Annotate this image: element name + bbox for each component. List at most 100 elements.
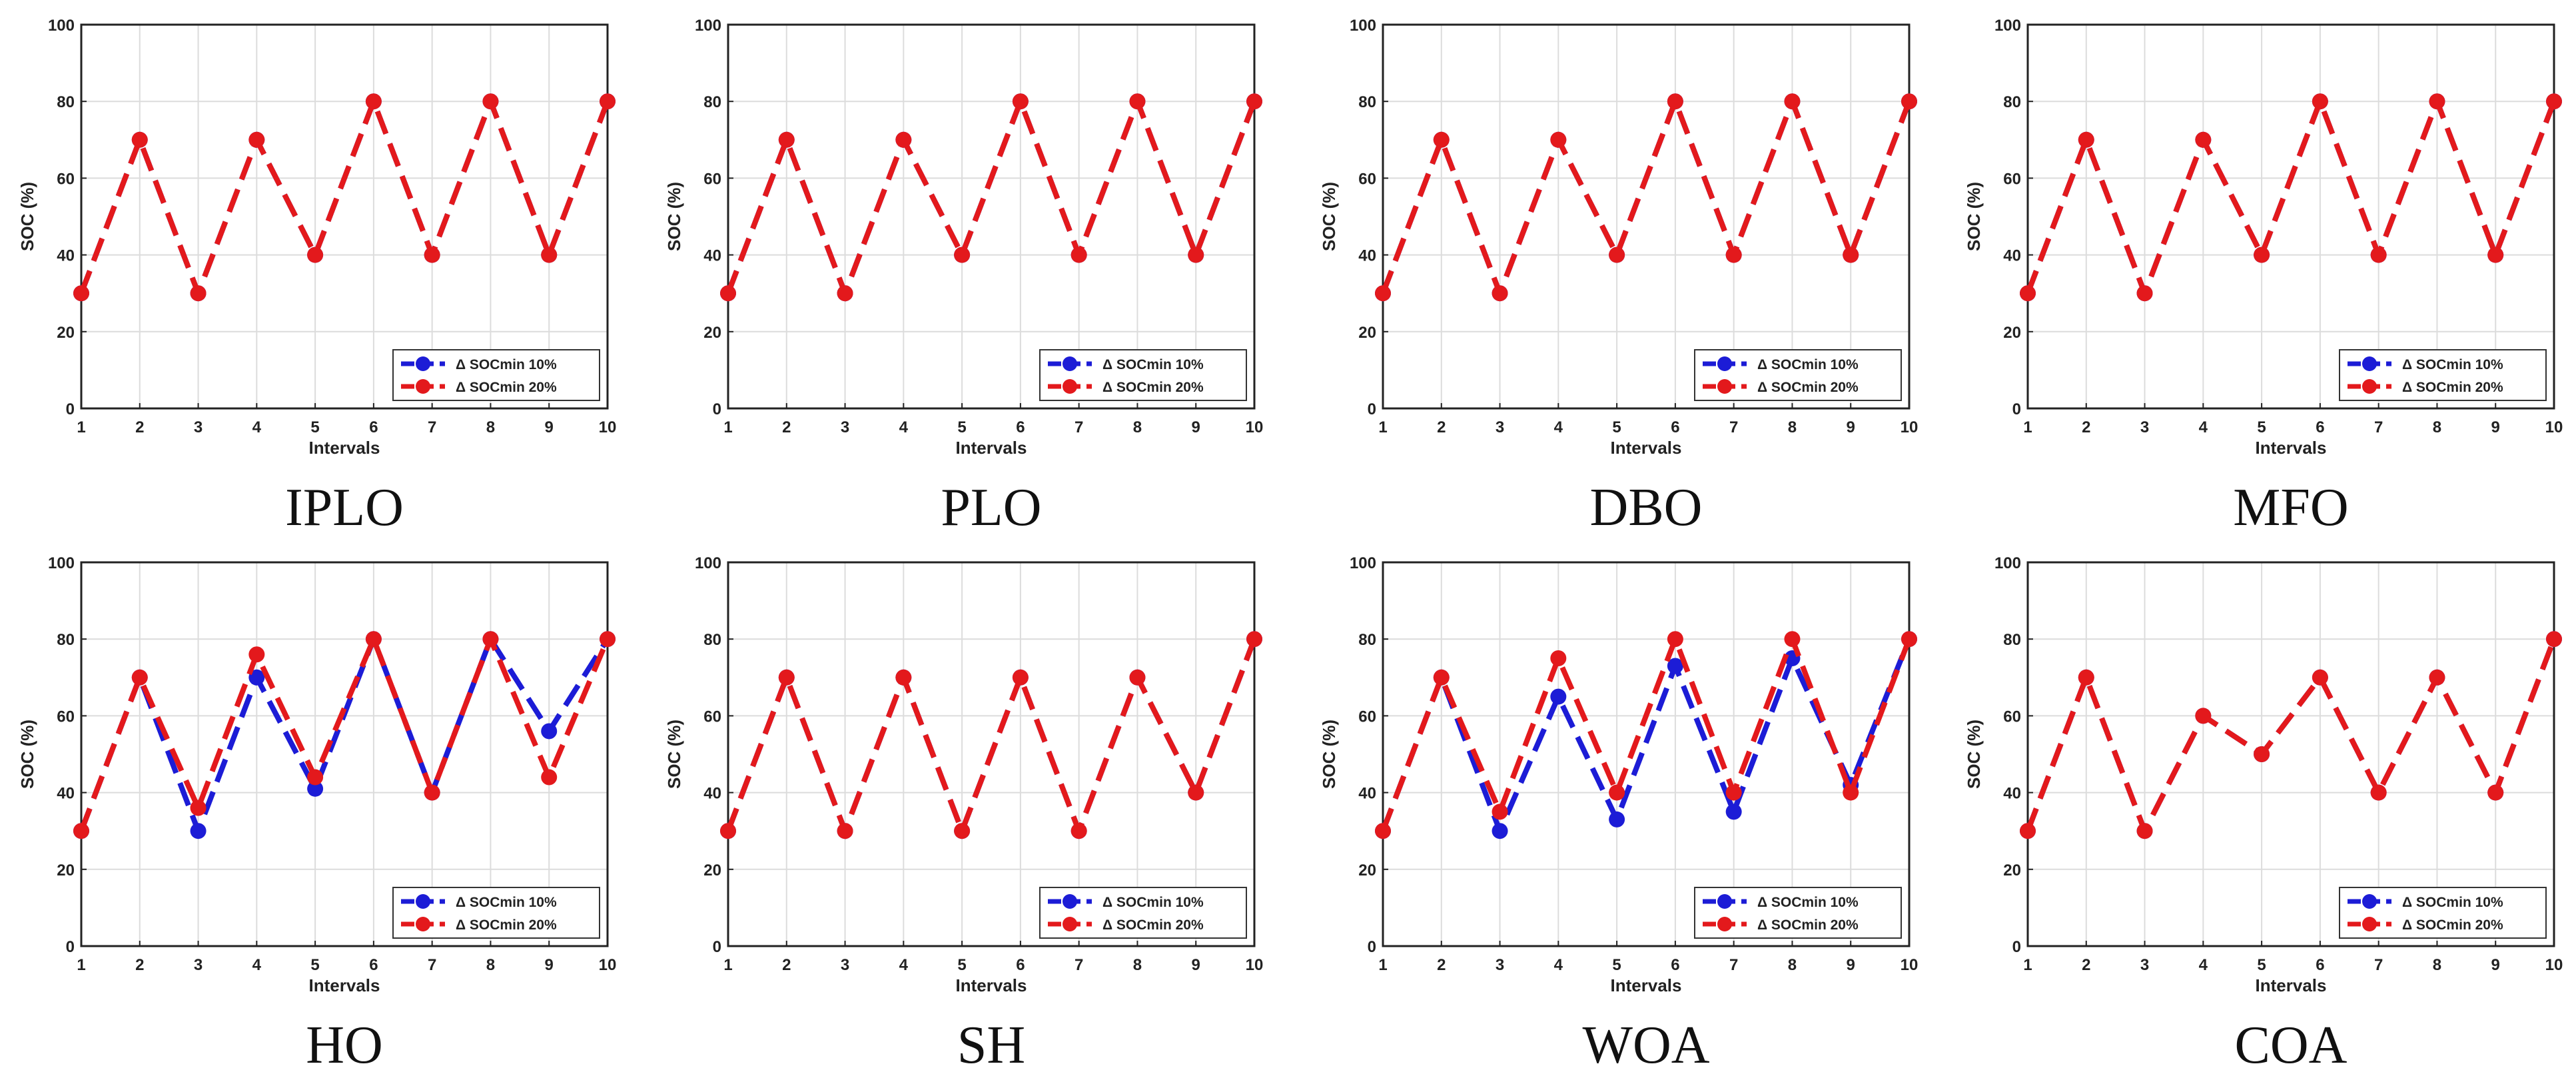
legend-swatch-marker <box>416 917 430 931</box>
series-line-2 <box>79 99 610 296</box>
x-tick-label: 2 <box>782 418 791 436</box>
data-point <box>1550 131 1567 148</box>
data-point <box>2370 784 2387 801</box>
y-tick-label: 40 <box>2003 785 2021 803</box>
legend-label: Δ SOCmin 20% <box>1102 380 1204 395</box>
legend-swatch-marker <box>1717 379 1732 394</box>
series-line-2 <box>1380 99 1912 296</box>
legend-label: Δ SOCmin 10% <box>1757 895 1859 910</box>
x-tick-label: 3 <box>2140 956 2149 974</box>
legend: Δ SOCmin 10% Δ SOCmin 20% <box>1039 887 1247 939</box>
data-point <box>2195 131 2212 148</box>
axes-box <box>80 23 609 410</box>
y-tick-label: 80 <box>703 631 721 649</box>
data-point <box>1433 131 1450 148</box>
y-tick-label: 60 <box>57 170 75 188</box>
data-point <box>1071 247 1087 263</box>
legend-swatch-marker <box>2362 356 2377 371</box>
data-point <box>424 247 440 263</box>
y-tick-label: 60 <box>703 708 721 726</box>
legend-swatch-marker <box>1063 356 1077 371</box>
series-line-2 <box>725 99 1257 296</box>
x-tick-label: 3 <box>841 956 849 974</box>
x-tick-label: 9 <box>545 956 554 974</box>
data-point <box>2487 784 2504 801</box>
panel-caption: PLO <box>941 478 1041 537</box>
data-point <box>1901 631 1917 648</box>
x-tick-label: 1 <box>1378 418 1387 436</box>
x-tick-label: 1 <box>723 418 732 436</box>
legend: Δ SOCmin 10% Δ SOCmin 20% <box>1039 349 1247 401</box>
data-point <box>482 93 499 110</box>
x-tick-label: 10 <box>599 418 617 436</box>
y-tick-label: 100 <box>695 554 721 572</box>
x-tick-label: 6 <box>369 956 378 974</box>
data-point <box>778 669 795 686</box>
y-axis-label: SOC (%) <box>17 720 37 789</box>
y-tick-label: 20 <box>1358 324 1376 342</box>
legend-label: Δ SOCmin 10% <box>2402 357 2503 372</box>
x-axis-label: Intervals <box>956 438 1027 458</box>
data-point <box>1188 784 1204 801</box>
legend: Δ SOCmin 10% Δ SOCmin 20% <box>392 887 600 939</box>
x-tick-label: 6 <box>1016 418 1025 436</box>
y-tick-label: 80 <box>703 93 721 111</box>
x-tick-label: 4 <box>2199 418 2208 436</box>
x-tick-label: 1 <box>77 956 85 974</box>
x-tick-label: 3 <box>194 956 203 974</box>
x-tick-label: 10 <box>1246 418 1264 436</box>
x-axis-label: Intervals <box>956 975 1027 995</box>
data-point <box>895 131 912 148</box>
x-tick-label: 6 <box>2316 418 2324 436</box>
y-tick-label: 20 <box>703 324 721 342</box>
panel-caption: SH <box>957 1016 1025 1075</box>
series-line-2 <box>1380 636 1912 832</box>
x-tick-label: 9 <box>1847 956 1855 974</box>
data-point <box>1843 247 1859 263</box>
data-point <box>2078 669 2094 686</box>
y-tick-label: 20 <box>57 324 75 342</box>
y-tick-label: 100 <box>1994 17 2021 35</box>
legend-label: Δ SOCmin 20% <box>456 380 557 395</box>
data-point <box>1012 93 1029 110</box>
x-tick-label: 10 <box>2545 956 2563 974</box>
axes-box <box>2026 23 2555 410</box>
x-tick-label: 8 <box>1133 418 1142 436</box>
panel-caption: WOA <box>1582 1016 1709 1075</box>
data-point <box>1609 784 1625 801</box>
x-tick-label: 3 <box>2140 418 2149 436</box>
data-point <box>837 285 853 302</box>
y-tick-label: 60 <box>2003 708 2021 726</box>
panel-caption: DBO <box>1590 478 1703 537</box>
data-point <box>1550 688 1567 705</box>
data-point <box>895 669 912 686</box>
panel-caption: MFO <box>2233 478 2348 537</box>
legend-swatch-marker <box>416 379 430 394</box>
x-tick-label: 3 <box>1496 956 1504 974</box>
data-point <box>190 800 207 816</box>
x-tick-label: 2 <box>135 418 144 436</box>
x-tick-label: 8 <box>486 956 495 974</box>
y-axis-label: SOC (%) <box>664 720 684 789</box>
legend: Δ SOCmin 10% Δ SOCmin 20% <box>1694 887 1902 939</box>
data-point <box>1784 93 1801 110</box>
x-tick-label: 5 <box>2257 418 2266 436</box>
data-point <box>307 769 324 786</box>
legend: Δ SOCmin 10% Δ SOCmin 20% <box>2339 887 2547 939</box>
x-tick-label: 8 <box>1788 956 1797 974</box>
axes-box <box>727 561 1256 947</box>
legend-swatch-marker <box>416 894 430 909</box>
x-tick-label: 8 <box>1788 418 1797 436</box>
y-tick-label: 100 <box>48 17 75 35</box>
data-point <box>1725 804 1742 820</box>
x-tick-label: 9 <box>1192 956 1200 974</box>
x-tick-label: 2 <box>1437 418 1446 436</box>
series-line-2 <box>2025 99 2557 296</box>
x-tick-label: 2 <box>135 956 144 974</box>
data-point <box>307 247 324 263</box>
x-tick-label: 3 <box>194 418 203 436</box>
axes-box <box>727 23 1256 410</box>
x-tick-label: 4 <box>252 418 262 436</box>
